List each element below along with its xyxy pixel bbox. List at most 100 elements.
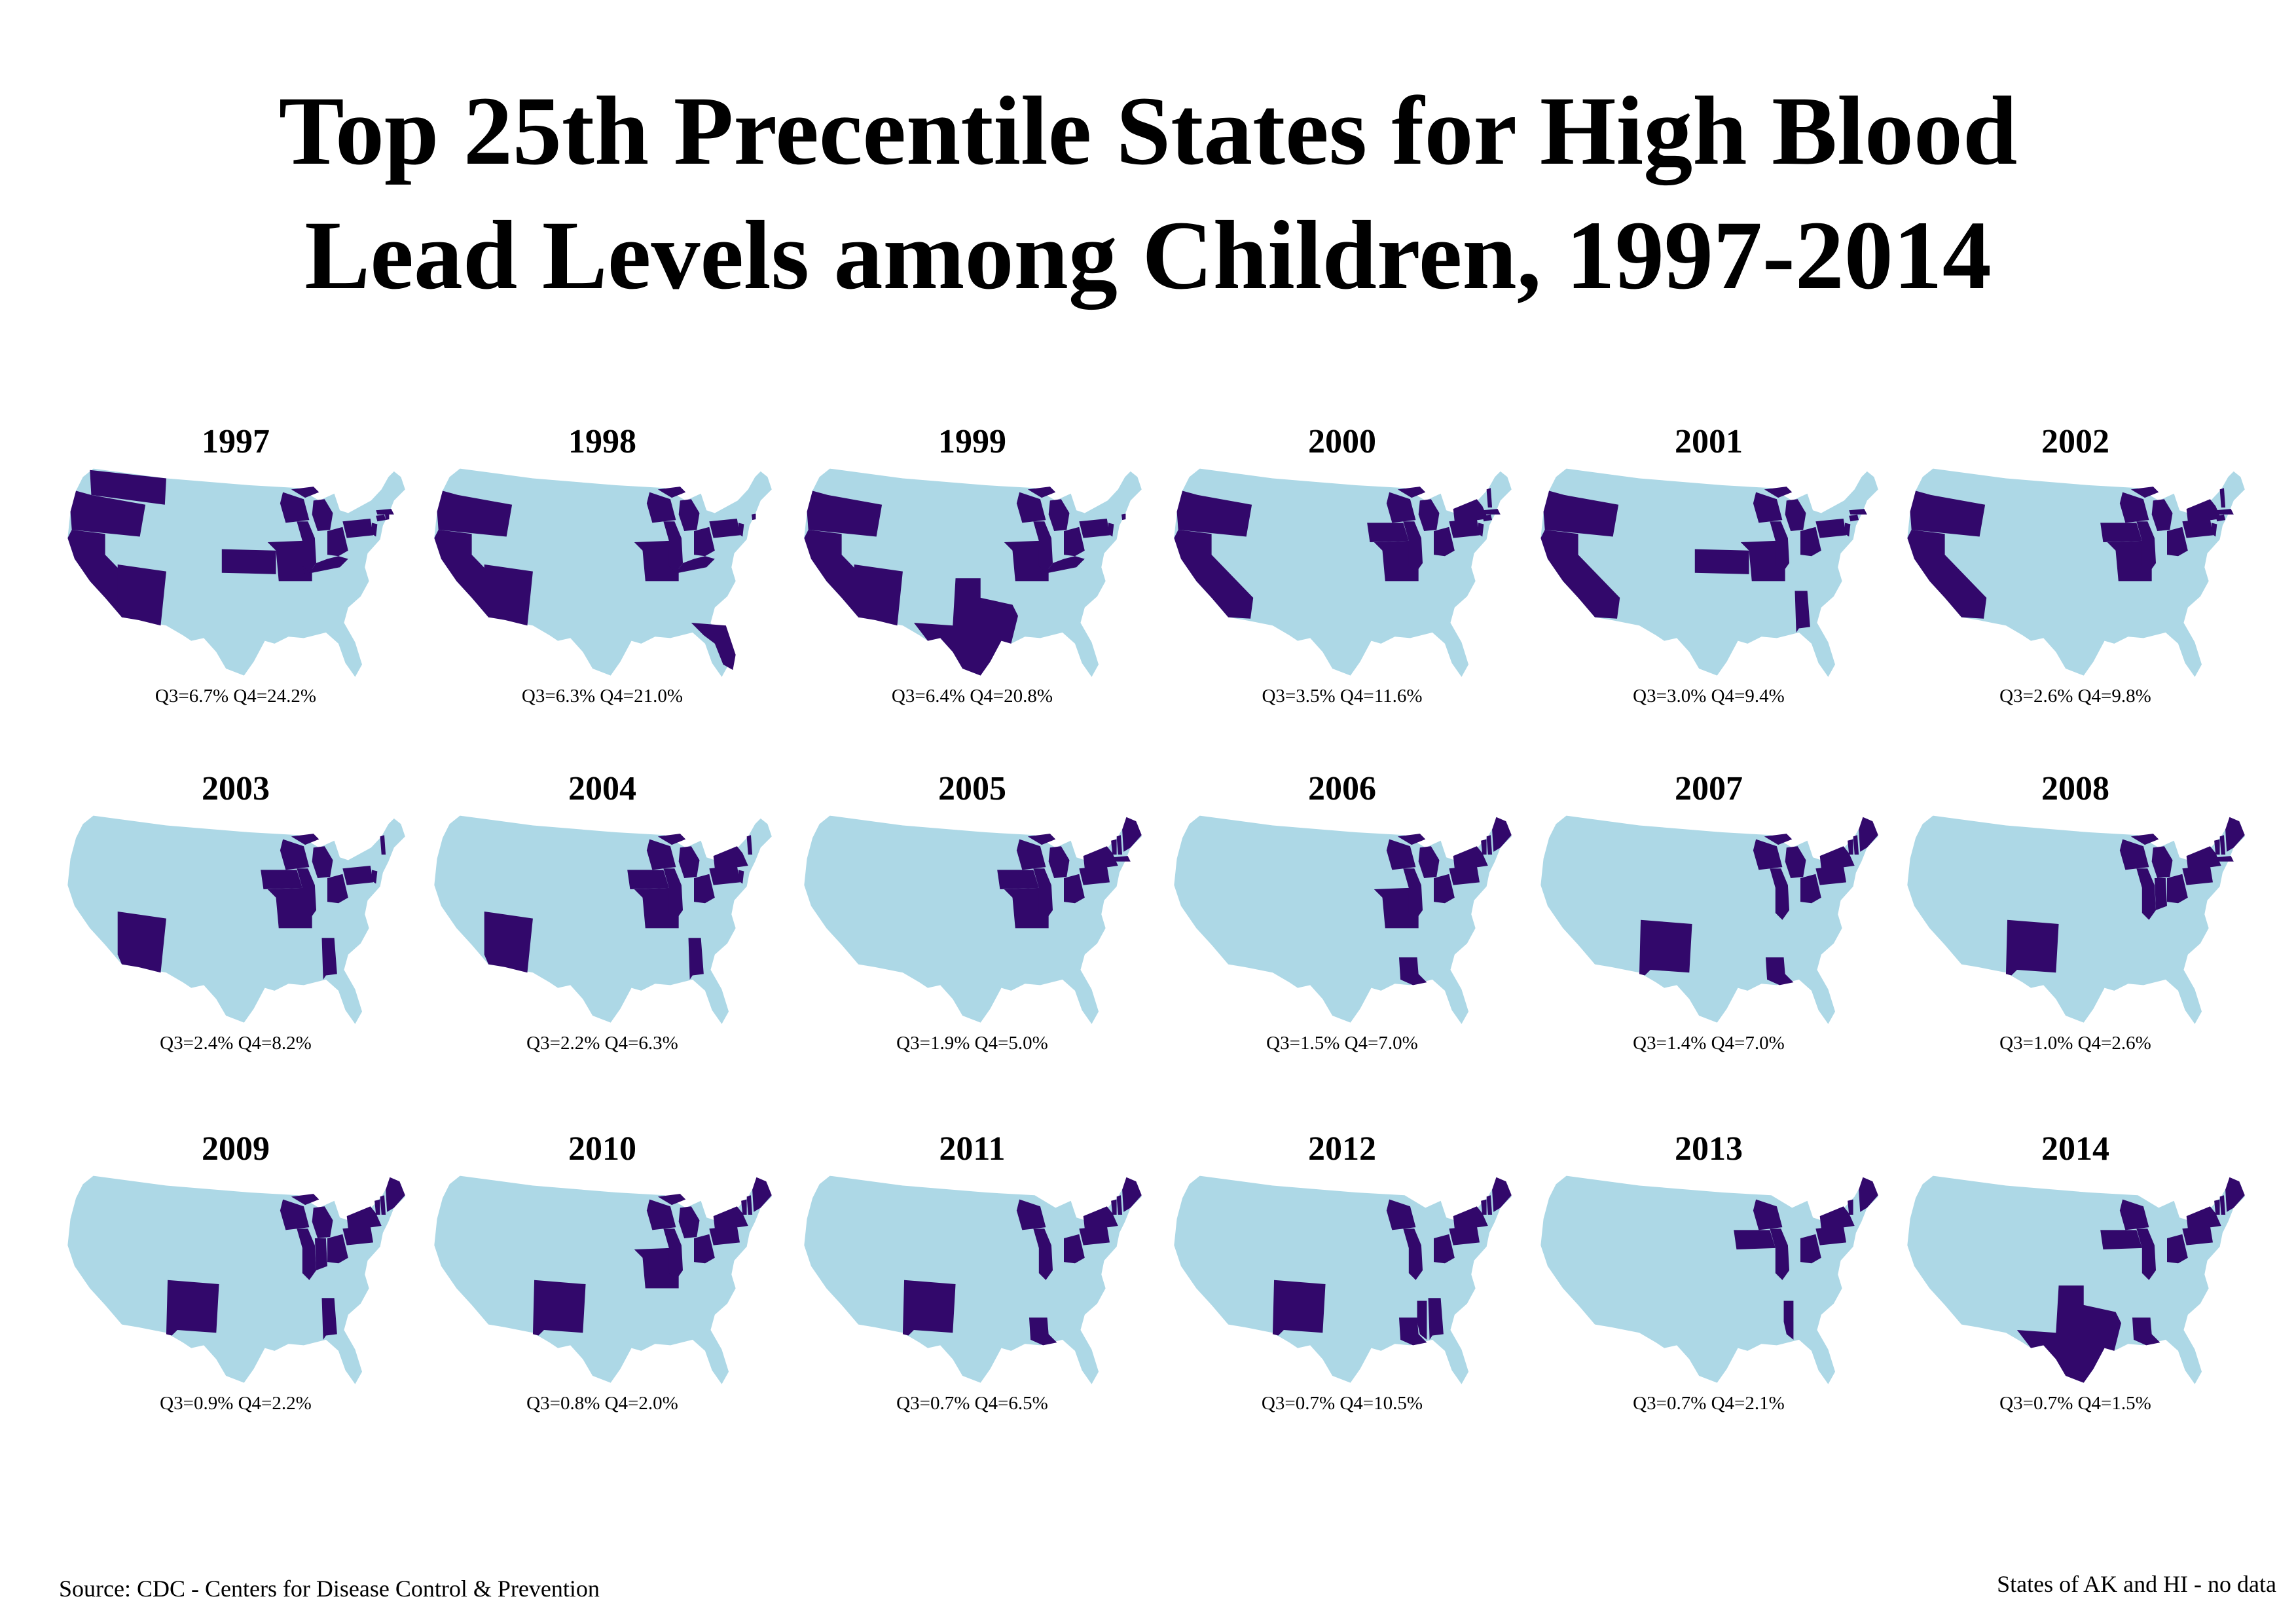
year-label: 2011 xyxy=(939,1130,1006,1168)
state-ct xyxy=(376,514,386,522)
state-mi xyxy=(1397,834,1440,879)
us-map xyxy=(1174,1175,1512,1384)
state-ia xyxy=(627,870,669,890)
state-nj xyxy=(1844,523,1851,537)
state-nh xyxy=(2219,1195,2226,1215)
us-outline xyxy=(804,815,1142,1024)
state-me xyxy=(2225,817,2245,852)
state-ky xyxy=(1038,556,1085,574)
state-ia xyxy=(2100,1230,2142,1250)
state-wi xyxy=(1016,1199,1046,1230)
quartile-caption: Q3=1.0% Q4=2.6% xyxy=(1999,1033,2151,1054)
state-wi xyxy=(1016,839,1046,870)
quartile-caption: Q3=0.9% Q4=2.2% xyxy=(160,1393,312,1414)
state-mi xyxy=(2130,487,2173,532)
us-outline xyxy=(1174,815,1512,1024)
state-ca xyxy=(1907,529,1987,619)
year-label: 2013 xyxy=(1675,1130,1743,1168)
state-ct xyxy=(2215,514,2226,522)
state-oh xyxy=(1800,1234,1821,1264)
state-nj xyxy=(371,870,378,884)
state-or xyxy=(70,490,146,537)
year-label: 2002 xyxy=(2041,423,2109,460)
state-tx xyxy=(913,578,1018,676)
year-label: 2010 xyxy=(568,1130,636,1168)
state-pa xyxy=(1079,1225,1110,1246)
state-ms xyxy=(1783,1301,1794,1340)
state-wi xyxy=(2119,1199,2149,1230)
map-panel-2014: 2014 Q3=0.7% Q4=1.5% xyxy=(1892,1130,2259,1437)
year-label: 2005 xyxy=(938,770,1006,807)
state-nh xyxy=(380,1195,386,1215)
map-panel-2006: 2006 Q3=1.5% Q4=7.0% xyxy=(1159,769,1525,1077)
state-ky xyxy=(302,556,348,574)
state-wi xyxy=(646,1199,676,1230)
state-al xyxy=(321,1298,337,1340)
state-al xyxy=(688,938,704,980)
state-vt xyxy=(1111,839,1117,855)
state-ny xyxy=(713,1206,748,1229)
state-pa xyxy=(1815,865,1846,885)
state-ny xyxy=(1083,1206,1118,1229)
state-az xyxy=(854,564,903,626)
state-oh xyxy=(694,1234,715,1264)
state-il xyxy=(663,1228,683,1280)
state-la xyxy=(1398,957,1427,986)
state-il xyxy=(663,521,683,573)
state-pa xyxy=(1079,865,1110,885)
state-mi xyxy=(1764,834,1806,879)
state-oh xyxy=(2167,1234,2188,1264)
state-il xyxy=(1770,1228,1790,1280)
state-az xyxy=(117,564,166,626)
state-ia xyxy=(261,870,302,890)
map-panel-1997: 1997 Q3=6.7% Q4=24.2% xyxy=(52,422,419,730)
state-nj xyxy=(371,523,378,537)
state-nm xyxy=(532,1280,586,1336)
us-map xyxy=(1174,468,1512,677)
state-mi xyxy=(2130,834,2173,879)
state-pa xyxy=(1449,1225,1480,1246)
quartile-caption: Q3=3.0% Q4=9.4% xyxy=(1633,686,1785,707)
state-oh xyxy=(694,874,715,904)
state-ny xyxy=(1453,846,1488,869)
state-ny xyxy=(2186,846,2221,869)
state-oh xyxy=(327,1234,348,1264)
map-panel-2013: 2013 Q3=0.7% Q4=2.1% xyxy=(1525,1130,1892,1437)
state-mi xyxy=(1764,487,1806,532)
no-data-note: States of AK and HI - no data xyxy=(1997,1571,2276,1597)
map-panel-2008: 2008 Q3=1.0% Q4=2.6% xyxy=(1892,769,2259,1077)
us-outline xyxy=(1540,1175,1878,1384)
state-me xyxy=(1859,817,1878,852)
us-map xyxy=(804,1175,1142,1384)
quartile-caption: Q3=0.7% Q4=2.1% xyxy=(1633,1393,1785,1414)
us-map xyxy=(1540,1175,1878,1384)
state-wi xyxy=(1753,839,1783,870)
quartile-caption: Q3=2.6% Q4=9.8% xyxy=(1999,686,2151,707)
state-wi xyxy=(2119,839,2149,870)
state-il xyxy=(1403,521,1423,573)
state-il xyxy=(2136,521,2157,573)
state-ks xyxy=(1694,549,1749,574)
us-map xyxy=(1540,815,1878,1024)
state-fl xyxy=(691,623,736,671)
state-nj xyxy=(738,523,744,537)
us-outline xyxy=(1540,815,1878,1024)
state-ks xyxy=(221,549,276,574)
title-line-2: Lead Levels among Children, 1997-2014 xyxy=(304,201,1992,310)
state-ri xyxy=(1121,513,1126,521)
state-mo xyxy=(634,887,679,929)
us-outline xyxy=(804,1175,1142,1384)
state-nh xyxy=(380,835,386,855)
state-il xyxy=(297,868,317,920)
state-al xyxy=(1428,1298,1444,1340)
year-label: 2006 xyxy=(1308,770,1376,807)
state-ma xyxy=(1112,856,1131,862)
state-ct xyxy=(1849,514,1859,522)
quartile-caption: Q3=1.9% Q4=5.0% xyxy=(896,1033,1048,1054)
state-me xyxy=(752,1177,772,1212)
map-panel-2002: 2002 Q3=2.6% Q4=9.8% xyxy=(1892,422,2259,730)
state-ny xyxy=(1453,1206,1488,1229)
state-ma xyxy=(376,509,394,515)
state-pa xyxy=(342,1225,373,1246)
state-ms xyxy=(1417,1301,1427,1340)
